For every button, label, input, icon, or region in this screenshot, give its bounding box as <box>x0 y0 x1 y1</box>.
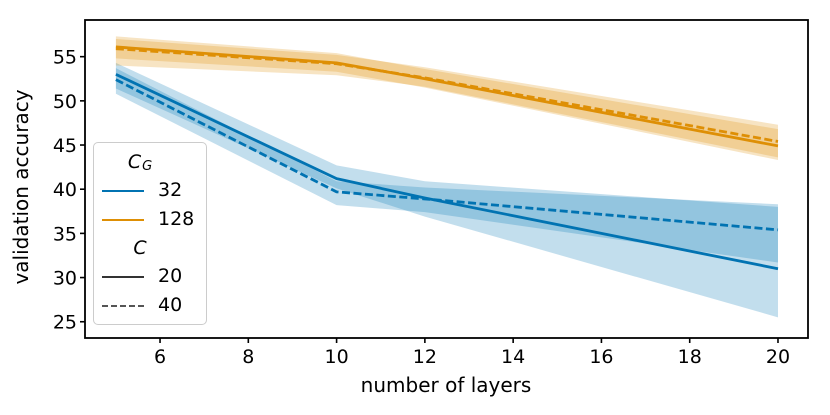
legend-item-label: 128 <box>158 208 195 230</box>
x-tick-label: 20 <box>766 346 790 368</box>
legend-line-swatch-solid <box>102 275 144 278</box>
x-tick-label: 12 <box>413 346 437 368</box>
plot-border <box>84 19 809 339</box>
x-tick-label: 16 <box>589 346 613 368</box>
legend-item-128: 128 <box>102 205 198 234</box>
legend-title-text: C <box>127 151 142 173</box>
legend-item-label: 40 <box>158 294 183 316</box>
y-tick-label: 55 <box>53 47 77 69</box>
y-tick-label: 35 <box>53 223 77 245</box>
legend-line-swatch-solid <box>102 218 144 221</box>
legend-line-swatch-solid <box>102 189 144 192</box>
legend-item-32: 32 <box>102 176 198 205</box>
legend-title-text: C <box>133 237 147 259</box>
confidence-bands <box>115 36 778 318</box>
line-cg-128-c-40 <box>115 47 779 143</box>
x-tick-label: 10 <box>324 346 348 368</box>
legend-line-swatch-dashed <box>102 304 144 307</box>
legend-item-20: 20 <box>102 262 198 291</box>
legend-title-subscript: G <box>142 158 153 174</box>
y-tick-label: 45 <box>53 135 77 157</box>
y-tick-label: 50 <box>53 91 77 113</box>
series-lines <box>115 45 779 271</box>
legend-item-label: 32 <box>158 179 183 201</box>
band-cg-128-c-20 <box>115 36 778 161</box>
y-tick-label: 25 <box>53 312 77 334</box>
band-cg-128-c-40 <box>115 38 778 158</box>
y-axis-label: validation accuracy <box>9 89 33 284</box>
y-tick-label: 30 <box>53 268 77 290</box>
band-cg-32-c-40 <box>115 68 778 263</box>
x-tick-label: 14 <box>501 346 525 368</box>
legend-item-label: 20 <box>158 265 183 287</box>
x-tick-label: 6 <box>154 346 166 368</box>
legend-item-40: 40 <box>102 291 198 320</box>
x-tick-label: 18 <box>678 346 702 368</box>
line-cg-32-c-40 <box>115 78 779 232</box>
line-cg-32-c-20 <box>115 73 779 271</box>
y-tick-label: 40 <box>53 179 77 201</box>
legend: C G 32 128 C 20 40 <box>93 142 207 325</box>
axes: 6 8 10 12 14 16 18 20 25 30 35 40 45 50 55 <box>53 19 809 368</box>
band-cg-32-c-20 <box>115 62 778 318</box>
x-tick-label: 8 <box>242 346 254 368</box>
x-axis-label: number of layers <box>361 373 532 397</box>
legend-group-title-c: C <box>92 234 188 262</box>
